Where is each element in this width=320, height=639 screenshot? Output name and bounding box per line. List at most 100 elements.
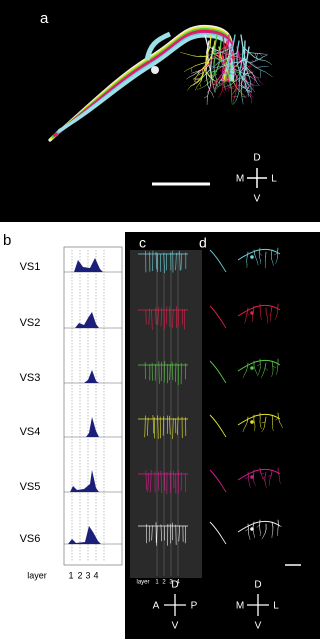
axis-title: layer bbox=[136, 580, 149, 586]
dendrite bbox=[231, 95, 236, 98]
axon bbox=[237, 248, 281, 261]
soma bbox=[250, 366, 254, 370]
dendrite bbox=[249, 484, 251, 488]
dendrite bbox=[151, 525, 153, 541]
dendrite bbox=[256, 81, 259, 86]
row-label: VS1 bbox=[20, 261, 41, 273]
dendrite bbox=[208, 74, 213, 79]
dendrite bbox=[214, 85, 218, 89]
dendrite bbox=[207, 53, 214, 56]
dendrite bbox=[193, 78, 198, 81]
dendrite bbox=[224, 82, 227, 87]
row-label: VS2 bbox=[20, 317, 41, 329]
dendrite bbox=[192, 55, 200, 58]
dendrite bbox=[153, 417, 156, 439]
compass-label: P bbox=[191, 601, 198, 612]
dendrite bbox=[201, 74, 206, 78]
dendrite bbox=[251, 72, 256, 78]
dendrite bbox=[193, 71, 199, 76]
row-label: VS5 bbox=[20, 481, 41, 493]
dendrite bbox=[241, 84, 246, 89]
dendrite bbox=[260, 472, 263, 478]
dendrite bbox=[178, 525, 181, 542]
dendrite bbox=[231, 87, 235, 90]
dendrite bbox=[214, 56, 222, 61]
dendrite bbox=[243, 425, 246, 430]
dendrite bbox=[247, 88, 249, 94]
dendrite bbox=[194, 77, 197, 82]
layer-label: 4 bbox=[176, 580, 180, 586]
histogram bbox=[68, 526, 101, 544]
dendrite bbox=[198, 71, 205, 75]
dendrite bbox=[207, 90, 210, 97]
dendrite bbox=[213, 69, 218, 72]
axon bbox=[209, 249, 227, 273]
dendrite bbox=[211, 78, 214, 85]
dendrite bbox=[231, 62, 233, 69]
dendrite bbox=[214, 50, 219, 54]
dendrite bbox=[206, 62, 211, 67]
dendrite bbox=[249, 61, 254, 65]
dendrite bbox=[264, 480, 266, 485]
dendrite bbox=[254, 77, 257, 83]
dendrite bbox=[270, 249, 273, 256]
dendrite bbox=[210, 66, 215, 70]
dendrite bbox=[246, 90, 250, 93]
dendrite bbox=[261, 421, 266, 424]
compass-label: M bbox=[236, 174, 244, 185]
dendrite bbox=[186, 67, 192, 71]
dendrite bbox=[219, 77, 223, 83]
dendrite bbox=[257, 78, 261, 83]
dendrite bbox=[241, 95, 243, 101]
dendrite bbox=[257, 363, 261, 367]
dendrite bbox=[242, 68, 250, 72]
dendrite bbox=[264, 367, 268, 371]
dendrite bbox=[231, 65, 236, 70]
dendrite bbox=[213, 62, 217, 65]
dendrite bbox=[252, 521, 255, 528]
row-label: VS4 bbox=[20, 426, 41, 438]
compass bbox=[164, 594, 269, 616]
dendrite bbox=[230, 73, 235, 75]
dendrite bbox=[275, 260, 277, 264]
dendrite bbox=[210, 82, 214, 86]
dendrite bbox=[264, 528, 267, 534]
dendrite bbox=[210, 70, 214, 74]
dendrite bbox=[270, 310, 272, 316]
dendrite bbox=[249, 76, 254, 79]
dendrite bbox=[207, 76, 212, 80]
dendrite bbox=[242, 428, 245, 433]
dendrite bbox=[260, 66, 266, 68]
dendrite bbox=[199, 69, 204, 72]
dendrite bbox=[264, 416, 267, 423]
layer-label: 4 bbox=[93, 570, 98, 580]
dendrite bbox=[229, 56, 233, 64]
dendrite bbox=[245, 528, 249, 532]
dendrite bbox=[233, 81, 237, 88]
dendrite bbox=[252, 530, 255, 535]
dendrite bbox=[264, 471, 267, 478]
dendrite bbox=[175, 252, 177, 271]
dendrite bbox=[276, 256, 278, 261]
dendrite bbox=[242, 76, 247, 82]
dendrite bbox=[224, 85, 226, 90]
dendrite bbox=[241, 95, 246, 98]
dendrite bbox=[279, 421, 282, 426]
dendrite bbox=[248, 94, 252, 98]
dendrite bbox=[246, 81, 250, 87]
dendrite bbox=[221, 78, 224, 85]
dendrite bbox=[224, 87, 227, 92]
dendrite bbox=[252, 84, 254, 89]
dendrite bbox=[274, 252, 278, 256]
dendrite bbox=[254, 369, 258, 374]
dendrite bbox=[183, 52, 189, 55]
dendrite bbox=[258, 371, 260, 375]
dendrite bbox=[233, 73, 236, 78]
dendrite bbox=[228, 87, 230, 92]
panel-label: c bbox=[139, 235, 146, 251]
axon bbox=[209, 521, 227, 545]
dendrite bbox=[221, 56, 224, 67]
dendrite bbox=[195, 73, 199, 78]
dendrite bbox=[240, 76, 243, 85]
dendrite bbox=[254, 254, 257, 260]
